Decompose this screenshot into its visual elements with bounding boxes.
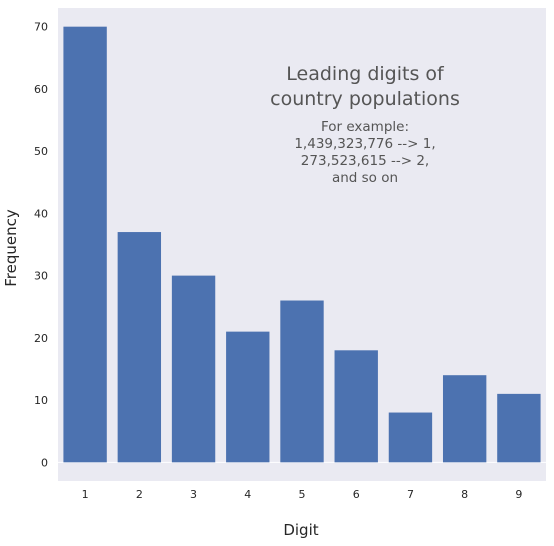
annotation: Leading digits of country populations Fo… [270, 63, 460, 186]
y-tick-label: 40 [34, 207, 48, 220]
annotation-body-line-4: and so on [332, 170, 398, 186]
x-tick-label: 5 [299, 488, 306, 501]
x-tick-label: 4 [244, 488, 251, 501]
y-tick-label: 10 [34, 394, 48, 407]
bar-digit-5 [280, 300, 324, 463]
x-tick-label: 2 [136, 488, 143, 501]
x-tick-label: 8 [461, 488, 468, 501]
x-tick-label: 9 [515, 488, 522, 501]
annotation-body-line-1: For example: [321, 119, 409, 135]
x-tick-label: 1 [82, 488, 89, 501]
bar-digit-8 [442, 375, 487, 463]
y-tick-label: 0 [41, 456, 48, 469]
bar-digit-1 [63, 26, 107, 463]
y-tick-label: 50 [34, 145, 48, 158]
x-tick-label: 7 [407, 488, 414, 501]
y-tick-label: 60 [34, 83, 48, 96]
bar-digit-7 [388, 412, 433, 463]
annotation-body-line-3: 273,523,615 --> 2, [301, 153, 429, 169]
x-tick-label: 6 [353, 488, 360, 501]
y-tick-labels: 0 10 20 30 40 50 60 70 [34, 21, 48, 470]
bar-digit-2 [117, 232, 162, 463]
bars-group [63, 26, 541, 463]
annotation-title-line-2: country populations [270, 88, 460, 110]
y-axis-title: Frequency [2, 209, 20, 287]
annotation-title-line-1: Leading digits of [286, 63, 445, 85]
bar-digit-3 [171, 275, 216, 463]
y-tick-label: 30 [34, 270, 48, 283]
y-tick-label: 70 [34, 21, 48, 34]
bar-digit-9 [497, 393, 541, 463]
bar-digit-4 [226, 331, 270, 463]
bar-digit-6 [334, 350, 378, 463]
annotation-body-line-2: 1,439,323,776 --> 1, [294, 136, 435, 152]
x-tick-label: 3 [190, 488, 197, 501]
x-tick-labels: 1 2 3 4 5 6 7 8 9 [82, 488, 523, 501]
x-axis-title: Digit [283, 521, 318, 539]
y-tick-label: 20 [34, 332, 48, 345]
